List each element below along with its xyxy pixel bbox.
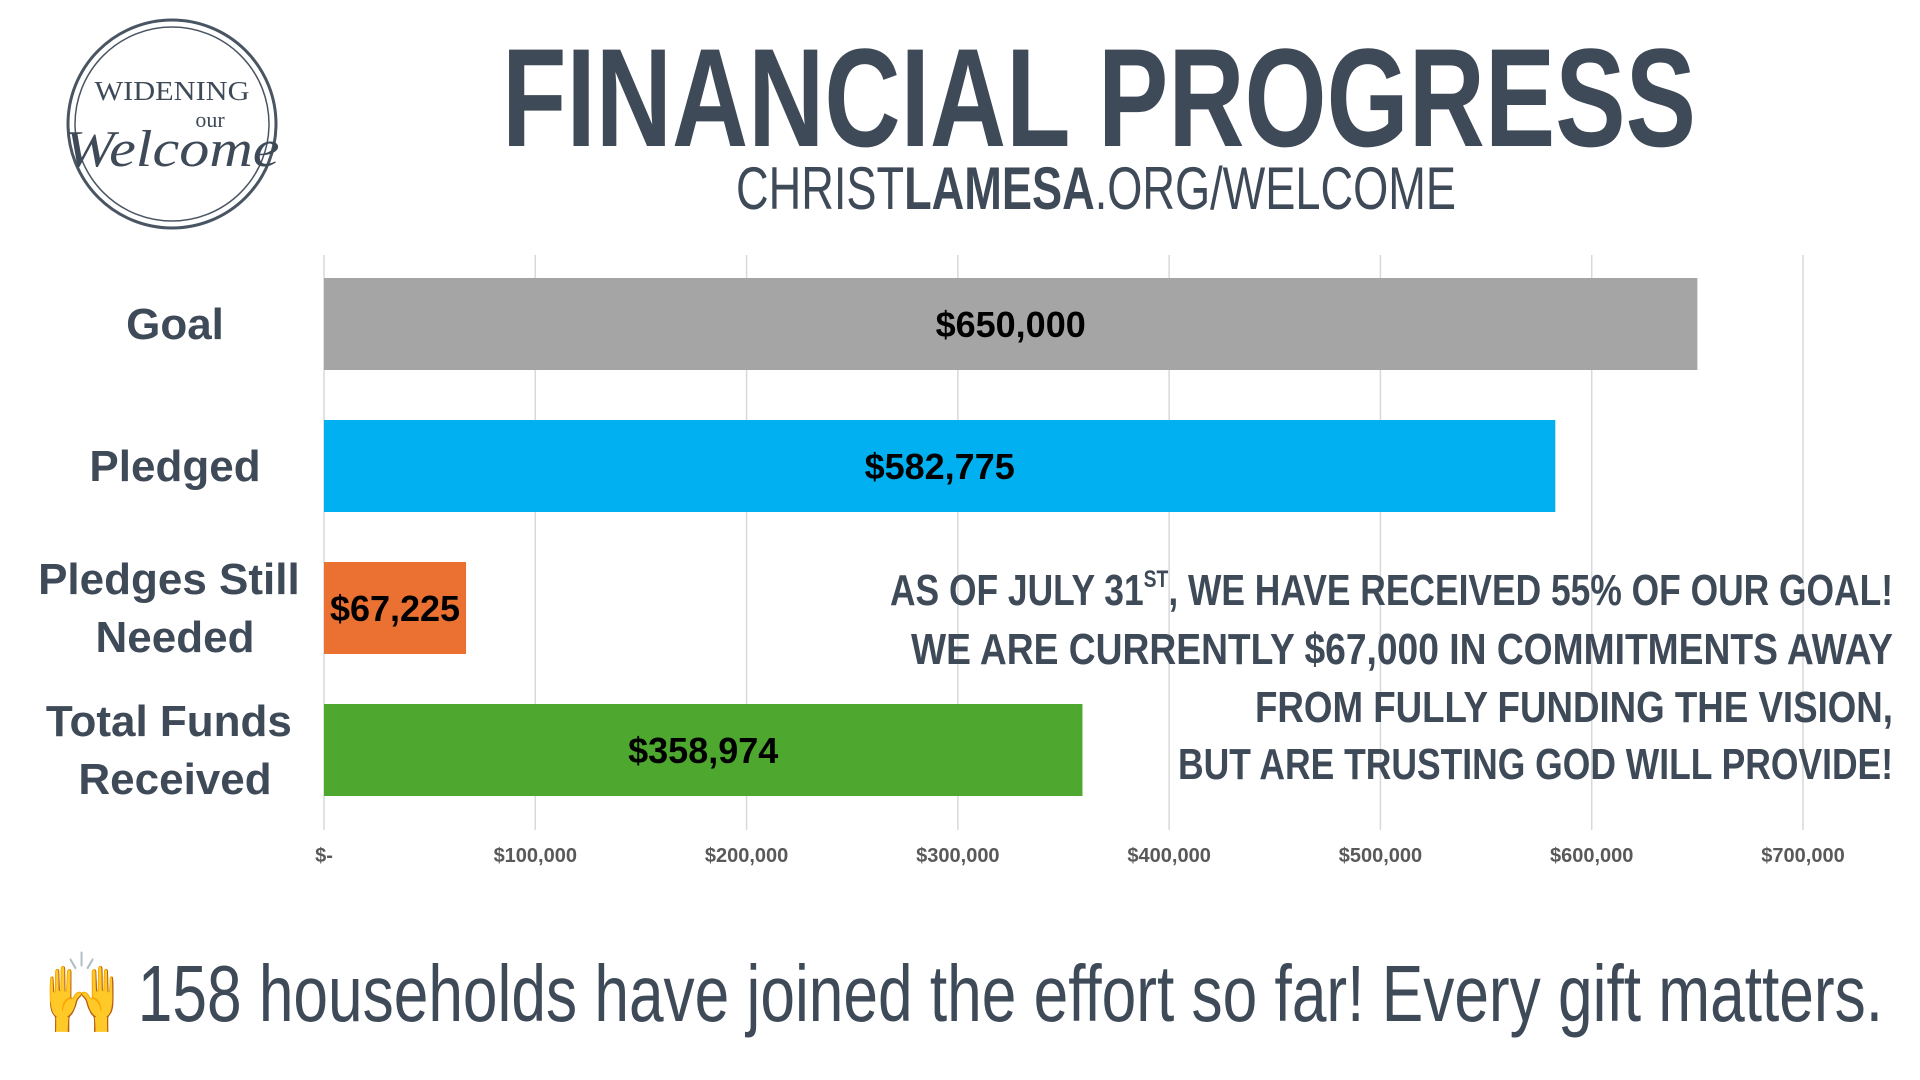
value-label: $650,000 [936, 304, 1086, 345]
x-tick-label: $100,000 [494, 845, 577, 867]
subtitle-part: CHRIST [736, 155, 904, 222]
footer: 🙌 158 households have joined the effort … [43, 949, 1883, 1038]
value-label: $67,225 [330, 588, 460, 629]
annotation-part: WE ARE CURRENTLY $67,000 IN COMMITMENTS … [911, 625, 1893, 674]
category-label: Pledges Still Needed [38, 555, 312, 662]
category-label: Goal [126, 300, 224, 349]
bar [324, 420, 1556, 512]
annotation-part: ST [1144, 566, 1169, 593]
x-tick-label: $500,000 [1339, 845, 1422, 867]
chart-subtitle: CHRISTLAMESA.ORG/WELCOME [736, 155, 1456, 222]
x-tick-label: $- [315, 845, 333, 867]
logo-ring [74, 26, 270, 222]
annotation: AS OF JULY 31ST, WE HAVE RECEIVED 55% OF… [890, 566, 1893, 615]
logo-text: our [195, 107, 225, 132]
category-label: Total Funds Received [46, 697, 304, 804]
annotation-part: AS OF JULY 31 [890, 566, 1144, 615]
value-label: $358,974 [628, 730, 778, 771]
bar [324, 562, 467, 654]
annotation-part: , WE HAVE RECEIVED 55% OF OUR GOAL! [1168, 566, 1893, 615]
x-tick-label: $600,000 [1550, 845, 1633, 867]
annotation-part: BUT ARE TRUSTING GOD WILL PROVIDE! [1178, 740, 1893, 789]
x-tick-label: $400,000 [1127, 845, 1210, 867]
logo-ring [66, 18, 278, 230]
logo: WIDENING our Welcome [65, 18, 280, 230]
logo-text: WIDENING [95, 76, 250, 106]
x-tick-label: $300,000 [916, 845, 999, 867]
subtitle-part: .ORG/WELCOME [1095, 155, 1456, 222]
value-label: $582,775 [865, 446, 1015, 487]
annotation: BUT ARE TRUSTING GOD WILL PROVIDE! [1178, 740, 1893, 789]
annotation: WE ARE CURRENTLY $67,000 IN COMMITMENTS … [911, 625, 1893, 674]
x-tick-label: $700,000 [1761, 845, 1844, 867]
logo-text: Welcome [65, 121, 280, 178]
bar [324, 704, 1083, 796]
chart-title: FINANCIAL PROGRESS [502, 19, 1696, 176]
plot: $- $100,000 $200,000 $300,000 $400,000 $500,0… [38, 255, 1893, 867]
annotation: FROM FULLY FUNDING THE VISION, [1255, 683, 1893, 732]
annotation-part: FROM FULLY FUNDING THE VISION, [1255, 683, 1893, 732]
bar [324, 278, 1698, 370]
x-tick-label: $200,000 [705, 845, 788, 867]
category-label: Pledged [89, 442, 260, 491]
subtitle-part: LAMESA [904, 155, 1095, 222]
